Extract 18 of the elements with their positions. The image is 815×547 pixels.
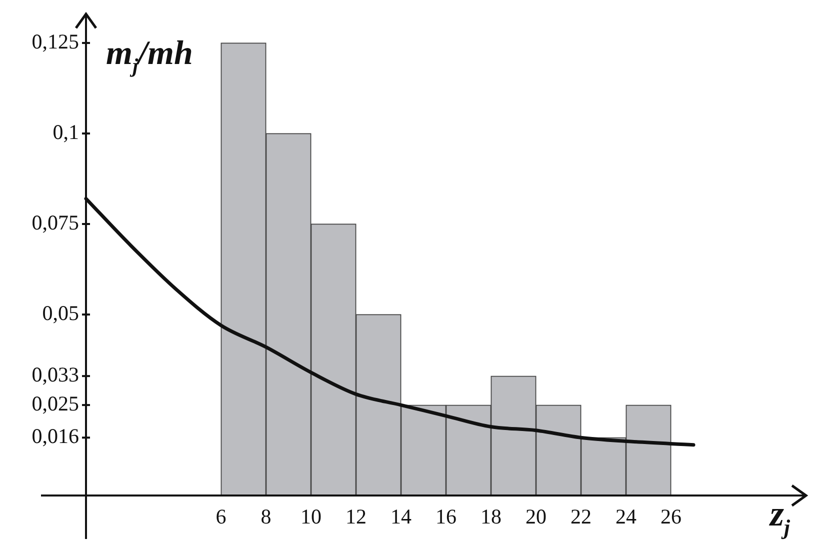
x-tick-label: 10 xyxy=(300,504,322,529)
y-tick-label: 0,033 xyxy=(32,362,79,387)
y-tick-label: 0,05 xyxy=(42,301,79,326)
x-tick-label: 22 xyxy=(570,504,592,529)
x-tick-label: 12 xyxy=(346,504,366,529)
y-tick-label: 0,016 xyxy=(32,424,79,448)
x-tick-label: 16 xyxy=(436,504,456,529)
x-tick-label: 6 xyxy=(216,504,226,529)
x-tick-label: 24 xyxy=(616,504,637,529)
x-tick-label: 20 xyxy=(526,504,546,529)
x-tick-label: 18 xyxy=(480,504,502,529)
x-tick-label: 26 xyxy=(660,504,682,529)
x-tick-label: 8 xyxy=(260,504,272,529)
y-tick-label: 0,075 xyxy=(32,210,79,235)
y-tick-label: 0,125 xyxy=(32,29,79,54)
x-tick-label: 14 xyxy=(390,504,412,529)
y-tick-label: 0,1 xyxy=(52,120,79,144)
y-tick-label: 0,025 xyxy=(32,392,79,416)
